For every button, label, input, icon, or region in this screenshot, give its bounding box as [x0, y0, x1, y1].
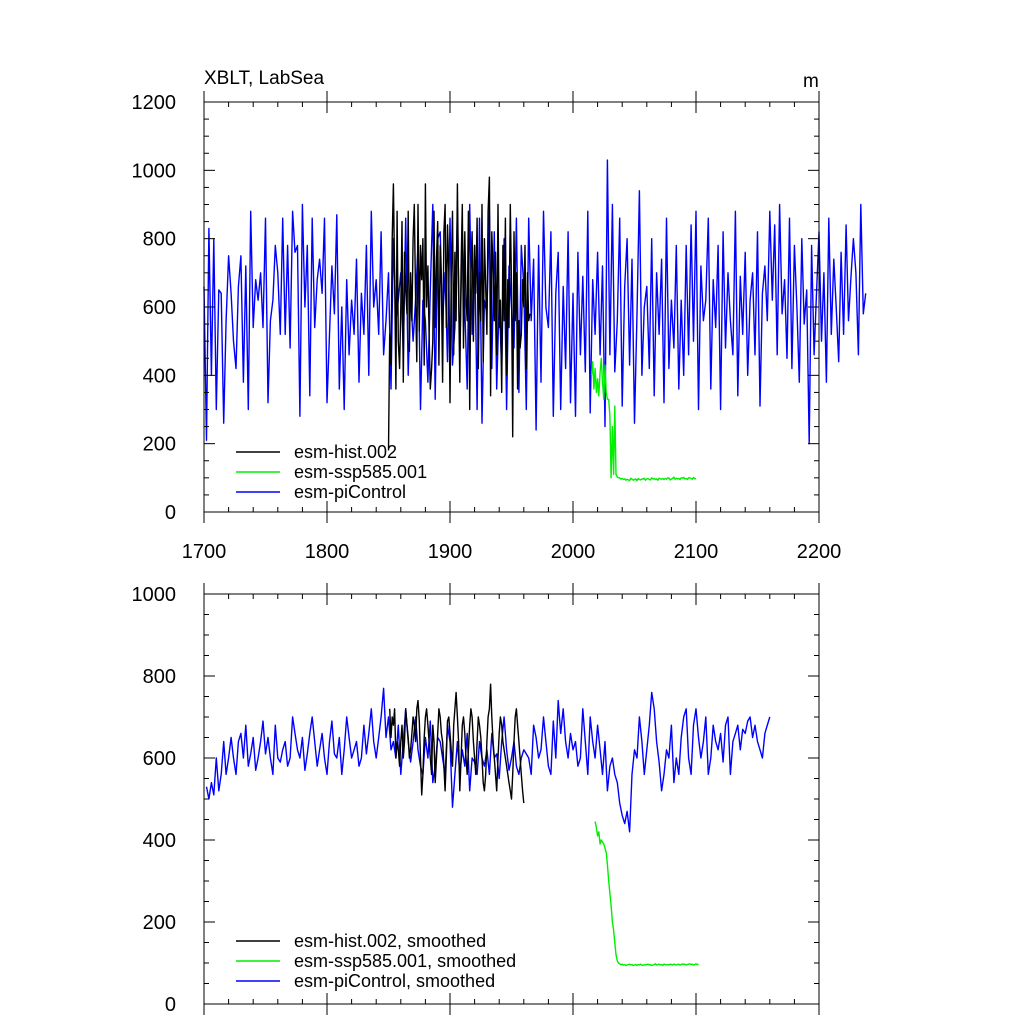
series-layer [203, 159, 867, 482]
ticks-layer: 0 200 400 600 800 1000 [132, 583, 820, 1016]
legend-label: esm-ssp585.001 [294, 462, 427, 482]
y-tick-label: 0 [165, 994, 176, 1016]
y-tick-label: 200 [143, 434, 176, 456]
legend-label: esm-piControl [294, 482, 406, 502]
y-tick-label: 600 [143, 297, 176, 319]
y-tick-label: 1200 [132, 92, 177, 114]
series-line-esm-ssp585-001-smoothed [594, 821, 699, 967]
series-line-esm-picontrol [203, 159, 867, 445]
series-layer [205, 683, 771, 967]
legend-label: esm-hist.002 [294, 442, 397, 462]
units-label: m [803, 71, 819, 92]
x-tick-label: 1700 [182, 541, 227, 563]
ticks-layer: 0 200 400 600 800 1000 1200 1700 1800 1900 2000 210… [132, 91, 842, 563]
legend-label: esm-piControl, smoothed [294, 971, 495, 991]
x-tick-label: 2100 [674, 541, 719, 563]
series-line-esm-ssp585-001 [590, 357, 697, 482]
y-tick-label: 1000 [132, 160, 177, 182]
series-line-esm-hist-002 [387, 176, 531, 451]
y-tick-label: 1000 [132, 584, 177, 606]
top-panel: XBLT, LabSea m 0 200 400 600 800 1000 1200 1700… [132, 68, 867, 563]
y-tick-label: 400 [143, 365, 176, 387]
series-line-esm-picontrol-smoothed [205, 687, 771, 833]
legend-label: esm-ssp585.001, smoothed [294, 951, 516, 971]
legend-label: esm-hist.002, smoothed [294, 931, 486, 951]
x-tick-label: 1900 [428, 541, 473, 563]
y-tick-label: 800 [143, 666, 176, 688]
y-tick-label: 0 [165, 502, 176, 524]
y-tick-label: 800 [143, 229, 176, 251]
x-tick-label: 2000 [551, 541, 596, 563]
x-tick-label: 1800 [305, 541, 350, 563]
bottom-panel: 0 200 400 600 800 1000 esm-hist.002, smoothed… [132, 583, 820, 1016]
series-line-esm-hist-002-smoothed [389, 683, 525, 804]
y-tick-label: 400 [143, 830, 176, 852]
plot-title: XBLT, LabSea [204, 68, 325, 89]
y-tick-label: 600 [143, 748, 176, 770]
x-tick-label: 2200 [797, 541, 842, 563]
y-tick-label: 200 [143, 912, 176, 934]
